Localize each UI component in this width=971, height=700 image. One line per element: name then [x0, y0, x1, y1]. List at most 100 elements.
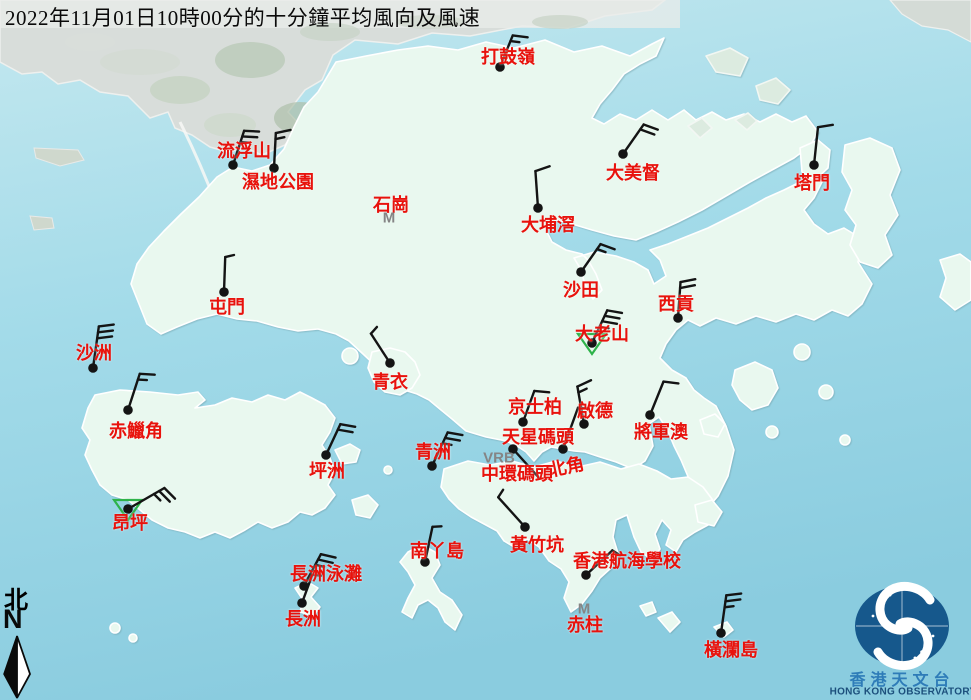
- station-label-sha-tin: 沙田: [563, 280, 599, 300]
- station-label-kai-tak: 啟德: [577, 401, 613, 421]
- hko-logo-icon: [855, 581, 949, 671]
- compass-north-chinese: 北: [4, 588, 28, 614]
- station-label-lamma-island: 南丫島: [410, 541, 464, 561]
- map-title: 2022年11月01日10時00分的十分鐘平均風向及風速: [5, 6, 481, 30]
- station-cheung-chau: [297, 573, 323, 608]
- station-label-star-ferry-pier: 天星碼頭: [502, 427, 574, 447]
- station-ta-kwu-ling: [495, 34, 529, 72]
- tung-lung-chau-island: [694, 499, 723, 527]
- station-label-tuen-mun: 屯門: [209, 297, 245, 317]
- station-dot: [219, 287, 229, 297]
- station-note-stanley: M: [577, 600, 591, 618]
- station-dot: [269, 163, 279, 173]
- hko-logo-chinese: 香港天文台: [849, 672, 955, 689]
- station-label-kings-park: 京士柏: [508, 397, 562, 417]
- mirs-bay-island-2: [755, 77, 791, 105]
- station-wetland-park: [269, 128, 292, 173]
- lantau-island: [81, 389, 336, 539]
- station-dot: [581, 570, 591, 580]
- shelter-island: [699, 413, 726, 438]
- beaufort-island: [639, 601, 657, 617]
- kau-sai-chau-island: [731, 361, 779, 411]
- station-dot: [576, 267, 586, 277]
- station-dot: [809, 160, 819, 170]
- station-label-tsing-yi: 青衣: [372, 372, 408, 392]
- station-label-chek-lap-kok: 赤鱲角: [109, 421, 163, 441]
- station-label-wetland-park: 濕地公園: [242, 172, 314, 192]
- station-label-tai-mei-tuk: 大美督: [606, 163, 660, 183]
- station-north-point: [558, 406, 589, 454]
- station-label-stanley: 赤柱: [567, 615, 603, 635]
- hong-kong-land: [81, 37, 971, 643]
- station-dot: [520, 522, 530, 532]
- station-dot: [495, 62, 505, 72]
- station-dot: [228, 160, 238, 170]
- station-label-waglan-island: 橫瀾島: [704, 640, 758, 660]
- station-label-sha-chau: 沙洲: [76, 343, 112, 363]
- station-dot: [518, 417, 528, 427]
- station-waglan-island: [716, 592, 743, 638]
- station-dot: [579, 419, 589, 429]
- station-dot: [123, 504, 133, 514]
- hei-ling-chau-island: [351, 494, 379, 519]
- station-label-tap-mun: 塔門: [794, 173, 830, 193]
- station-dot: [533, 203, 543, 213]
- ma-wan-island: [341, 347, 359, 365]
- station-lamma-island: [420, 525, 443, 567]
- station-dot: [645, 410, 655, 420]
- station-kai-tak: [576, 379, 593, 429]
- station-tuen-mun: [219, 253, 236, 297]
- station-label-green-island: 青洲: [415, 442, 451, 462]
- station-tsing-yi: [369, 325, 395, 368]
- station-wong-chuk-hang: [497, 488, 530, 532]
- station-dot: [618, 149, 628, 159]
- station-dot: [558, 444, 568, 454]
- station-label-tates-cairn: 大老山: [575, 324, 629, 344]
- hong-kong-island: [440, 460, 721, 613]
- station-label-ngong-ping: 昂坪: [112, 513, 148, 533]
- station-label-tseung-kwan-o: 將軍澳: [634, 422, 688, 442]
- compass-north-letter: N: [3, 604, 23, 634]
- mirs-bay-island-3: [687, 117, 713, 139]
- station-sha-tin: [576, 242, 616, 277]
- station-label-shek-kong: 石崗: [373, 195, 409, 215]
- kau-yi-chau-islet: [383, 465, 393, 475]
- hko-logo-english: HONG KONG OBSERVATORY: [829, 686, 971, 698]
- green-triangle-marker: [111, 498, 145, 522]
- station-dot: [123, 405, 133, 415]
- station-lau-fau-shan: [228, 129, 261, 170]
- station-tai-mei-tuk: [618, 123, 659, 159]
- station-label-peng-chau: 坪洲: [309, 461, 345, 481]
- station-sai-kung: [673, 278, 697, 323]
- station-label-cheung-chau: 長洲: [285, 609, 321, 629]
- station-dot: [508, 444, 518, 454]
- station-note-shek-kong: M: [382, 209, 396, 227]
- station-chek-lap-kok: [123, 372, 156, 415]
- station-hk-sea-school: [581, 549, 622, 580]
- peng-chau-island: [334, 443, 361, 465]
- station-ngong-ping: [111, 486, 177, 522]
- station-label-central-pier: 中環碼頭: [481, 464, 553, 484]
- station-kings-park: [518, 389, 551, 427]
- station-star-ferry-pier: [508, 444, 541, 480]
- po-toi-island: [657, 611, 681, 633]
- compass-arrow-icon: [3, 635, 31, 699]
- east-edge-island: [939, 253, 971, 311]
- mirs-bay-island-4: [734, 112, 758, 131]
- sai-kung-east-island: [841, 137, 901, 269]
- station-green-island: [427, 431, 464, 471]
- station-tseung-kwan-o: [645, 380, 680, 420]
- station-dot: [427, 461, 437, 471]
- lamma-island-shape: [399, 544, 463, 631]
- station-tap-mun: [809, 123, 834, 170]
- station-label-ta-kwu-ling: 打鼓嶺: [481, 47, 535, 67]
- station-dot: [385, 358, 395, 368]
- tsing-yi-island: [367, 347, 421, 396]
- station-label-hk-sea-school: 香港航海學校: [573, 551, 681, 571]
- mirs-bay-island-1: [705, 47, 749, 77]
- station-label-cheung-chau-beach: 長洲泳灘: [290, 564, 362, 584]
